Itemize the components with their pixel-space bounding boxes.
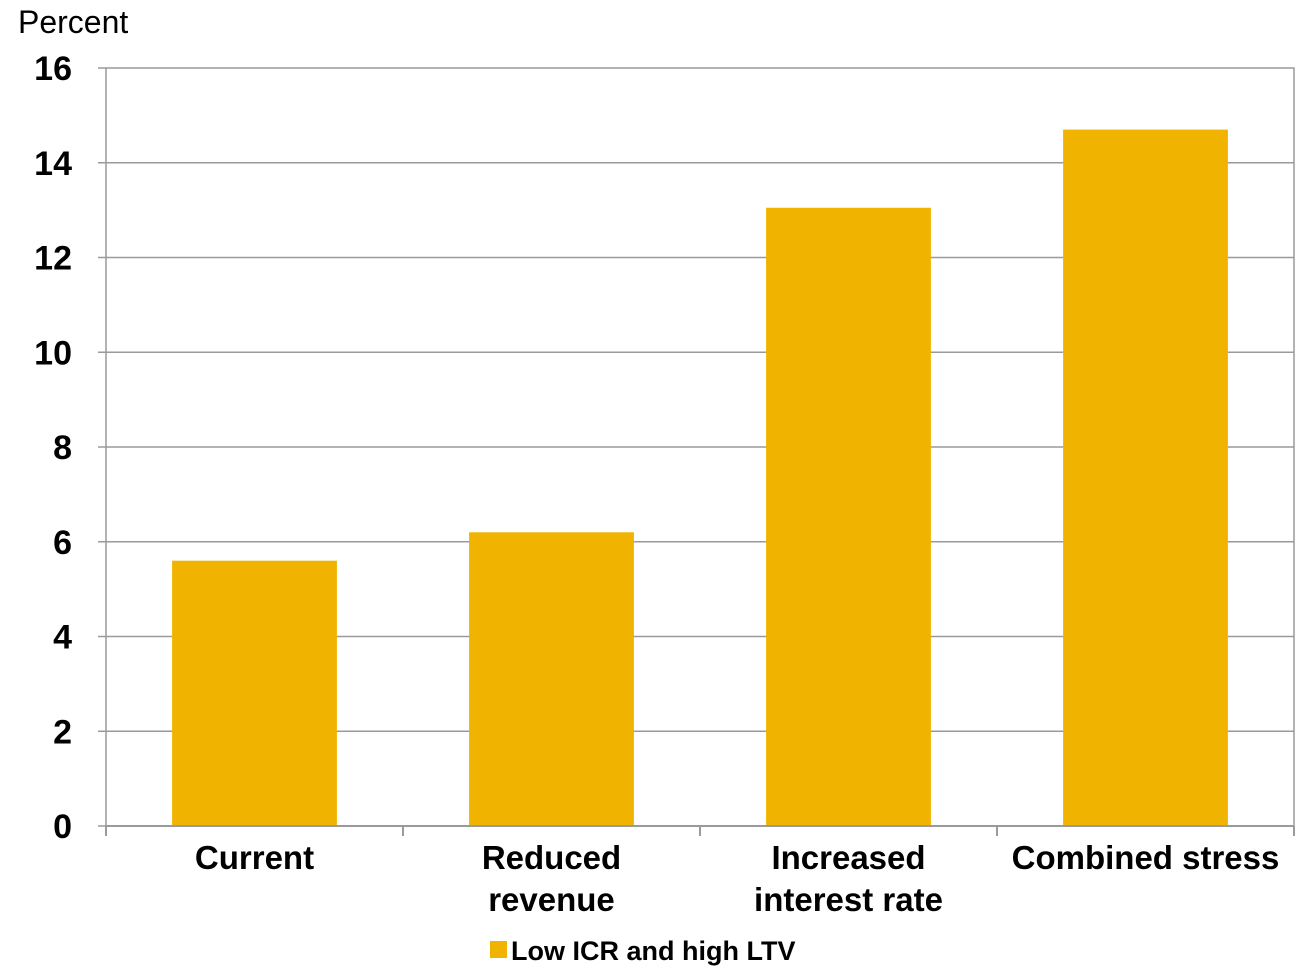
y-tick-label: 8 (53, 429, 72, 467)
x-tick-label: Current (195, 839, 314, 876)
x-tick-label: Increased interest rate (754, 839, 943, 918)
x-tick-label-line: Current (195, 839, 314, 876)
x-tick-label: Combined stress (1012, 839, 1280, 876)
y-tick-label: 4 (53, 619, 72, 657)
x-axis (105, 825, 1295, 836)
x-tick-label-line: Reduced (482, 839, 621, 876)
legend-swatch (490, 941, 507, 958)
y-tick-label: 12 (34, 240, 72, 278)
bar (469, 532, 634, 826)
bar (172, 560, 337, 826)
bar (766, 207, 931, 827)
y-tick-label: 14 (34, 145, 72, 183)
x-tick-label-line: revenue (488, 881, 615, 918)
bars (172, 129, 1228, 827)
y-axis-label: Percent (18, 4, 128, 40)
x-axis-ticks: Current Reduced revenue Increased interest r… (195, 839, 1279, 918)
y-tick-label: 6 (53, 524, 72, 562)
y-axis-ticks: 0 2 4 6 8 10 12 14 16 (34, 50, 106, 846)
y-tick-label: 2 (53, 713, 72, 751)
bar (1063, 129, 1228, 826)
legend: Low ICR and high LTV (490, 936, 795, 966)
y-tick-label: 16 (34, 50, 72, 88)
y-tick-label: 0 (53, 808, 72, 846)
x-tick-label: Reduced revenue (482, 839, 621, 918)
y-tick-label: 10 (34, 334, 72, 372)
x-tick-label-line: Increased (771, 839, 925, 876)
x-tick-label-line: Combined stress (1012, 839, 1280, 876)
x-tick-label-line: interest rate (754, 881, 943, 918)
legend-label: Low ICR and high LTV (511, 936, 795, 966)
